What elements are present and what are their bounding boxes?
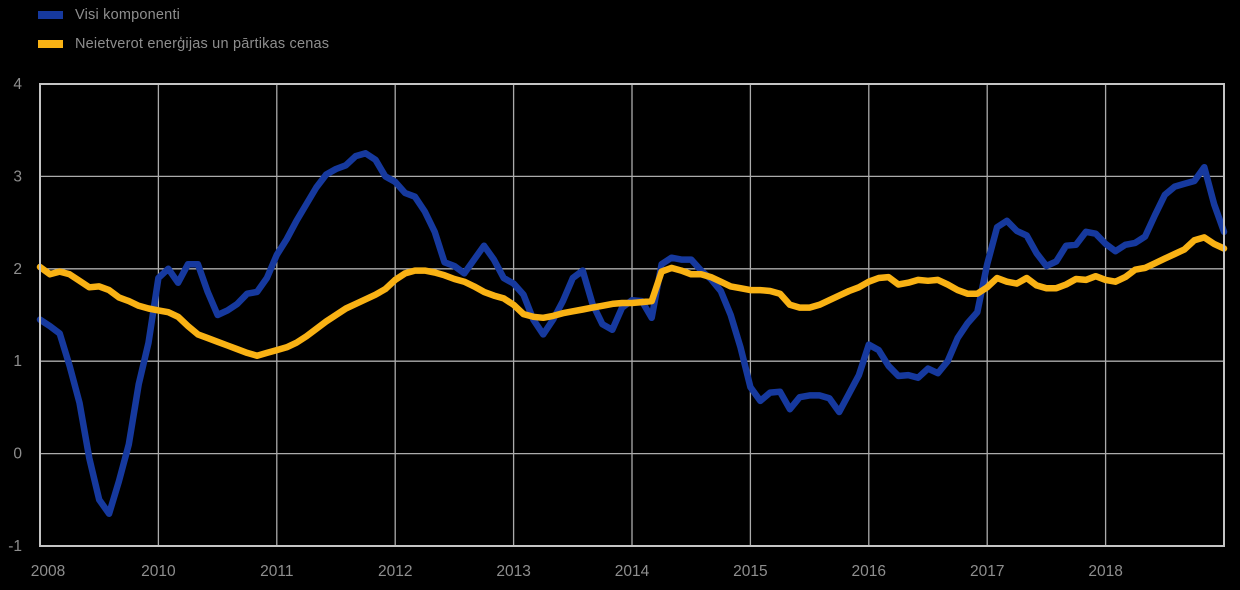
y-axis-tick-label: -1 bbox=[8, 538, 22, 555]
chart-legend: Visi komponenti Neietverot enerģijas un … bbox=[38, 4, 329, 54]
y-axis-tick-label: 3 bbox=[13, 168, 22, 185]
y-axis-tick-label: 0 bbox=[13, 446, 22, 463]
series-line-1 bbox=[36, 234, 1228, 359]
x-axis-tick-label: 2010 bbox=[141, 563, 176, 580]
plot-border bbox=[39, 83, 1225, 547]
data-series bbox=[36, 150, 1228, 517]
x-axis-tick-label: 2014 bbox=[615, 563, 650, 580]
legend-label: Neietverot enerģijas un pārtikas cenas bbox=[75, 35, 330, 52]
x-axis-tick-label: 2017 bbox=[970, 563, 1004, 580]
legend-swatch-blue-icon bbox=[38, 10, 63, 19]
y-axis-tick-label: 1 bbox=[13, 353, 22, 370]
x-axis-tick-label: 2012 bbox=[378, 563, 412, 580]
legend-label: Visi komponenti bbox=[75, 6, 181, 23]
x-axis-tick-label: 2011 bbox=[260, 563, 293, 580]
x-axis-tick-label: 2015 bbox=[733, 563, 767, 580]
legend-swatch-yellow-icon bbox=[38, 39, 63, 48]
legend-item-excl-energy-food: Neietverot enerģijas un pārtikas cenas bbox=[38, 33, 329, 54]
y-axis-tick-label: 4 bbox=[13, 76, 22, 93]
x-axis-tick-label: 2016 bbox=[852, 563, 886, 580]
x-axis-tick-label: 2018 bbox=[1088, 563, 1122, 580]
axis-tick-labels: 4 3 2 1 0 -1 2008 2010 2011 2012 2013 2014 2015 2016 2… bbox=[8, 76, 1123, 580]
x-axis-tick-label: 2013 bbox=[496, 563, 530, 580]
y-axis-tick-label: 2 bbox=[13, 261, 22, 278]
x-axis-tick-label: 2008 bbox=[31, 563, 65, 580]
legend-item-all-components: Visi komponenti bbox=[38, 4, 329, 25]
